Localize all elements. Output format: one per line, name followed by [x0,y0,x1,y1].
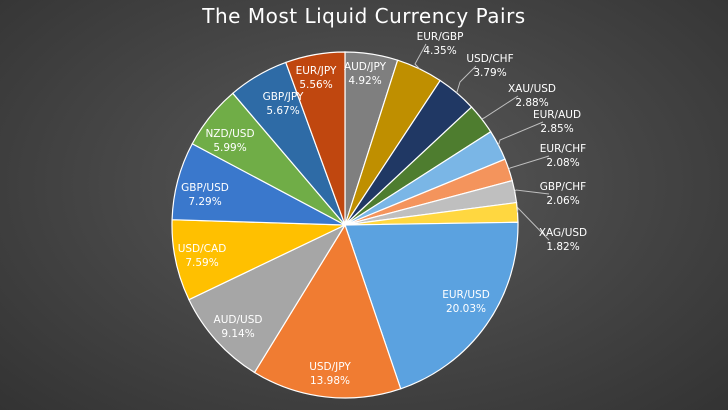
slice-label-gbp-usd: GBP/USD [181,182,229,194]
slice-label-eur-usd: EUR/USD [442,289,490,301]
slice-value-eur-gbp: 4.35% [423,45,456,57]
leader-line-xau-usd [481,95,519,120]
slice-value-usd-chf: 3.79% [473,67,506,79]
slice-label-eur-chf: EUR/CHF [540,143,586,155]
slice-label-nzd-usd: NZD/USD [205,128,254,140]
pie-slice-usd-jpy [253,223,402,399]
pie-slice-eur-usd [344,221,519,390]
slice-value-eur-aud: 2.85% [540,123,573,135]
leader-line-usd-chf [456,65,477,94]
leader-line-eur-aud [498,121,544,146]
slice-label-aud-jpy: AUD/JPY [344,61,387,73]
slice-value-gbp-chf: 2.06% [546,195,579,207]
slice-value-xag-usd: 1.82% [546,241,579,253]
slice-value-eur-jpy: 5.56% [299,79,332,91]
slice-value-usd-jpy: 13.98% [310,375,350,387]
slice-label-eur-gbp: EUR/GBP [417,31,464,43]
slice-label-xag-usd: XAG/USD [539,227,587,239]
slice-value-gbp-jpy: 5.67% [266,105,299,117]
slice-value-aud-usd: 9.14% [221,328,254,340]
pie-slice-aud-usd [188,223,347,374]
chart-title: The Most Liquid Currency Pairs [202,4,526,28]
slice-value-gbp-usd: 7.29% [188,196,221,208]
leader-line-xag-usd [517,206,550,241]
slice-value-nzd-usd: 5.99% [213,142,246,154]
slice-label-usd-jpy: USD/JPY [309,361,351,373]
slice-value-eur-chf: 2.08% [546,157,579,169]
pie-slice-eur-jpy [285,51,346,226]
slice-label-eur-jpy: EUR/JPY [296,65,337,77]
slice-label-eur-aud: EUR/AUD [533,109,581,121]
pie-slices [171,51,519,399]
slice-label-gbp-jpy: GBP/JPY [263,91,304,103]
slice-value-usd-cad: 7.59% [185,257,218,269]
leader-line-eur-gbp [414,43,427,70]
leader-line-eur-chf [508,155,550,171]
slice-value-eur-usd: 20.03% [446,303,486,315]
slice-label-xau-usd: XAU/USD [508,83,556,95]
slice-label-usd-cad: USD/CAD [178,243,227,255]
slice-value-xau-usd: 2.88% [515,97,548,109]
pie-labels: AUD/JPY 4.92% EUR/GBP 4.35% USD/CHF 3.79%XAU/… [178,31,587,387]
slice-value-aud-jpy: 4.92% [348,75,381,87]
slice-label-usd-chf: USD/CHF [466,53,513,65]
slice-label-aud-usd: AUD/USD [214,314,263,326]
leader-line-gbp-chf [514,189,550,195]
slice-label-gbp-chf: GBP/CHF [540,181,586,193]
